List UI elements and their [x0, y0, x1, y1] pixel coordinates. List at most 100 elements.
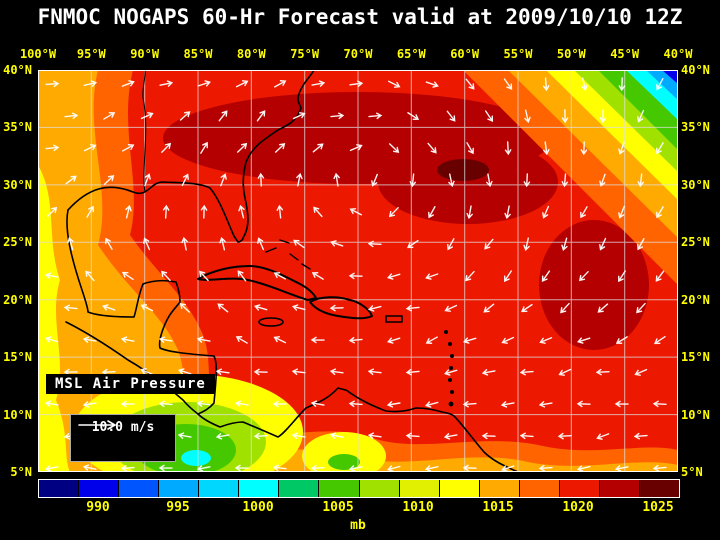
wind-arrow	[86, 205, 94, 218]
wind-arrow	[656, 78, 664, 91]
pressure-band-maroon	[437, 159, 489, 181]
lon-label: 60°W	[450, 47, 480, 61]
wind-arrow	[293, 239, 305, 249]
wind-arrow	[501, 465, 515, 472]
wind-arrow	[503, 78, 513, 90]
wind-arrow	[254, 304, 268, 311]
wind-arrow	[120, 400, 135, 408]
wind-arrow	[561, 173, 569, 188]
wind-arrow	[523, 237, 530, 252]
wind-arrow	[484, 110, 494, 123]
wind-arrow	[236, 142, 248, 153]
pressure-band-cyan-sw	[181, 450, 211, 466]
wind-arrow	[121, 271, 134, 281]
wind-arrow	[462, 400, 477, 408]
wind-arrow	[45, 144, 60, 152]
wind-arrow	[181, 173, 189, 187]
latitude-axis-left: 40°N 35°N 30°N 25°N 20°N 15°N 10°N 5°N	[0, 63, 35, 479]
wind-arrow	[196, 465, 211, 472]
wind-arrow	[253, 432, 268, 440]
wind-arrow	[368, 112, 383, 120]
wind-arrow	[257, 172, 265, 187]
lon-label: 40°W	[663, 47, 693, 61]
wind-arrow	[44, 272, 59, 279]
wind-arrow	[615, 336, 628, 344]
wind-arrow	[367, 240, 382, 248]
wind-arrow	[67, 237, 74, 251]
wind-vector-arrows	[44, 77, 667, 472]
lon-label: 90°W	[130, 47, 160, 61]
colorbar-tick-labels: 990 995 1000 1005 1010 1015 1020 1025	[38, 500, 678, 515]
colorbar-tick: 1010	[402, 500, 434, 515]
wind-arrow	[272, 464, 287, 472]
colorbar-tick: 990	[86, 500, 110, 515]
colorbar-tick: 1025	[642, 500, 674, 515]
wind-arrow	[82, 336, 97, 343]
wind-arrow	[311, 272, 324, 280]
wind-arrow	[140, 304, 154, 312]
wind-arrow	[407, 112, 420, 120]
wind-arrow	[387, 337, 401, 344]
wind-arrow	[274, 142, 286, 153]
wind-arrow	[504, 205, 511, 220]
wind-arrow	[329, 368, 344, 376]
wind-arrow	[484, 238, 494, 250]
wind-arrow	[465, 78, 475, 90]
wind-arrow	[466, 205, 473, 220]
wind-arrow	[486, 173, 493, 188]
wind-arrow	[599, 109, 607, 124]
wind-speed-legend-label: 10.0 m/s	[91, 420, 155, 435]
wind-arrow	[310, 336, 325, 344]
wind-arrow	[256, 110, 266, 122]
lon-label: 80°W	[236, 47, 266, 61]
wind-arrow	[121, 80, 135, 87]
wind-arrow	[181, 236, 188, 251]
wind-arrow	[448, 173, 455, 188]
wind-arrow	[652, 464, 667, 472]
lat-label: 15°N	[681, 350, 710, 365]
wind-arrow	[634, 368, 648, 376]
colorbar-segment	[319, 480, 359, 497]
colorbar-segment	[439, 480, 479, 497]
wind-arrow	[200, 204, 208, 219]
field-name-label: MSL Air Pressure	[46, 374, 215, 394]
lat-label: 5°N	[10, 465, 32, 479]
wind-arrow	[291, 368, 306, 376]
wind-arrow	[44, 465, 59, 472]
wind-arrow	[45, 80, 60, 88]
wind-arrow	[329, 304, 344, 312]
wind-arrow	[447, 238, 455, 251]
wind-arrow	[576, 465, 591, 472]
colorbar-tick: 1020	[562, 500, 594, 515]
wind-arrow	[237, 270, 247, 282]
wind-arrow	[483, 303, 495, 313]
wind-arrow	[580, 141, 588, 156]
lat-label: 40°N	[3, 63, 32, 77]
wind-arrow	[519, 432, 534, 440]
wind-arrow	[292, 112, 306, 120]
wind-arrow	[330, 240, 344, 247]
pressure-band-dark-red	[378, 140, 558, 224]
lat-label: 40°N	[681, 63, 710, 77]
wind-arrow	[558, 368, 572, 376]
wind-arrow	[234, 400, 249, 407]
wind-arrow	[235, 80, 249, 88]
wind-arrow	[539, 337, 553, 344]
wind-arrow	[388, 206, 399, 218]
wind-arrow	[63, 368, 78, 376]
wind-arrow	[466, 142, 474, 155]
colorbar-tick: 1000	[242, 500, 274, 515]
wind-arrow	[538, 464, 553, 472]
wind-arrow	[159, 80, 174, 87]
wind-arrow	[348, 272, 363, 280]
coast-jamaica	[258, 317, 284, 327]
wind-arrow	[276, 204, 284, 219]
coast-hispaniola	[309, 296, 373, 320]
wind-arrow	[218, 110, 228, 122]
wind-arrow	[63, 304, 78, 312]
colorbar-segment	[239, 480, 279, 497]
wind-arrow	[524, 109, 531, 124]
wind-arrow	[542, 141, 550, 156]
lon-label: 65°W	[396, 47, 426, 61]
